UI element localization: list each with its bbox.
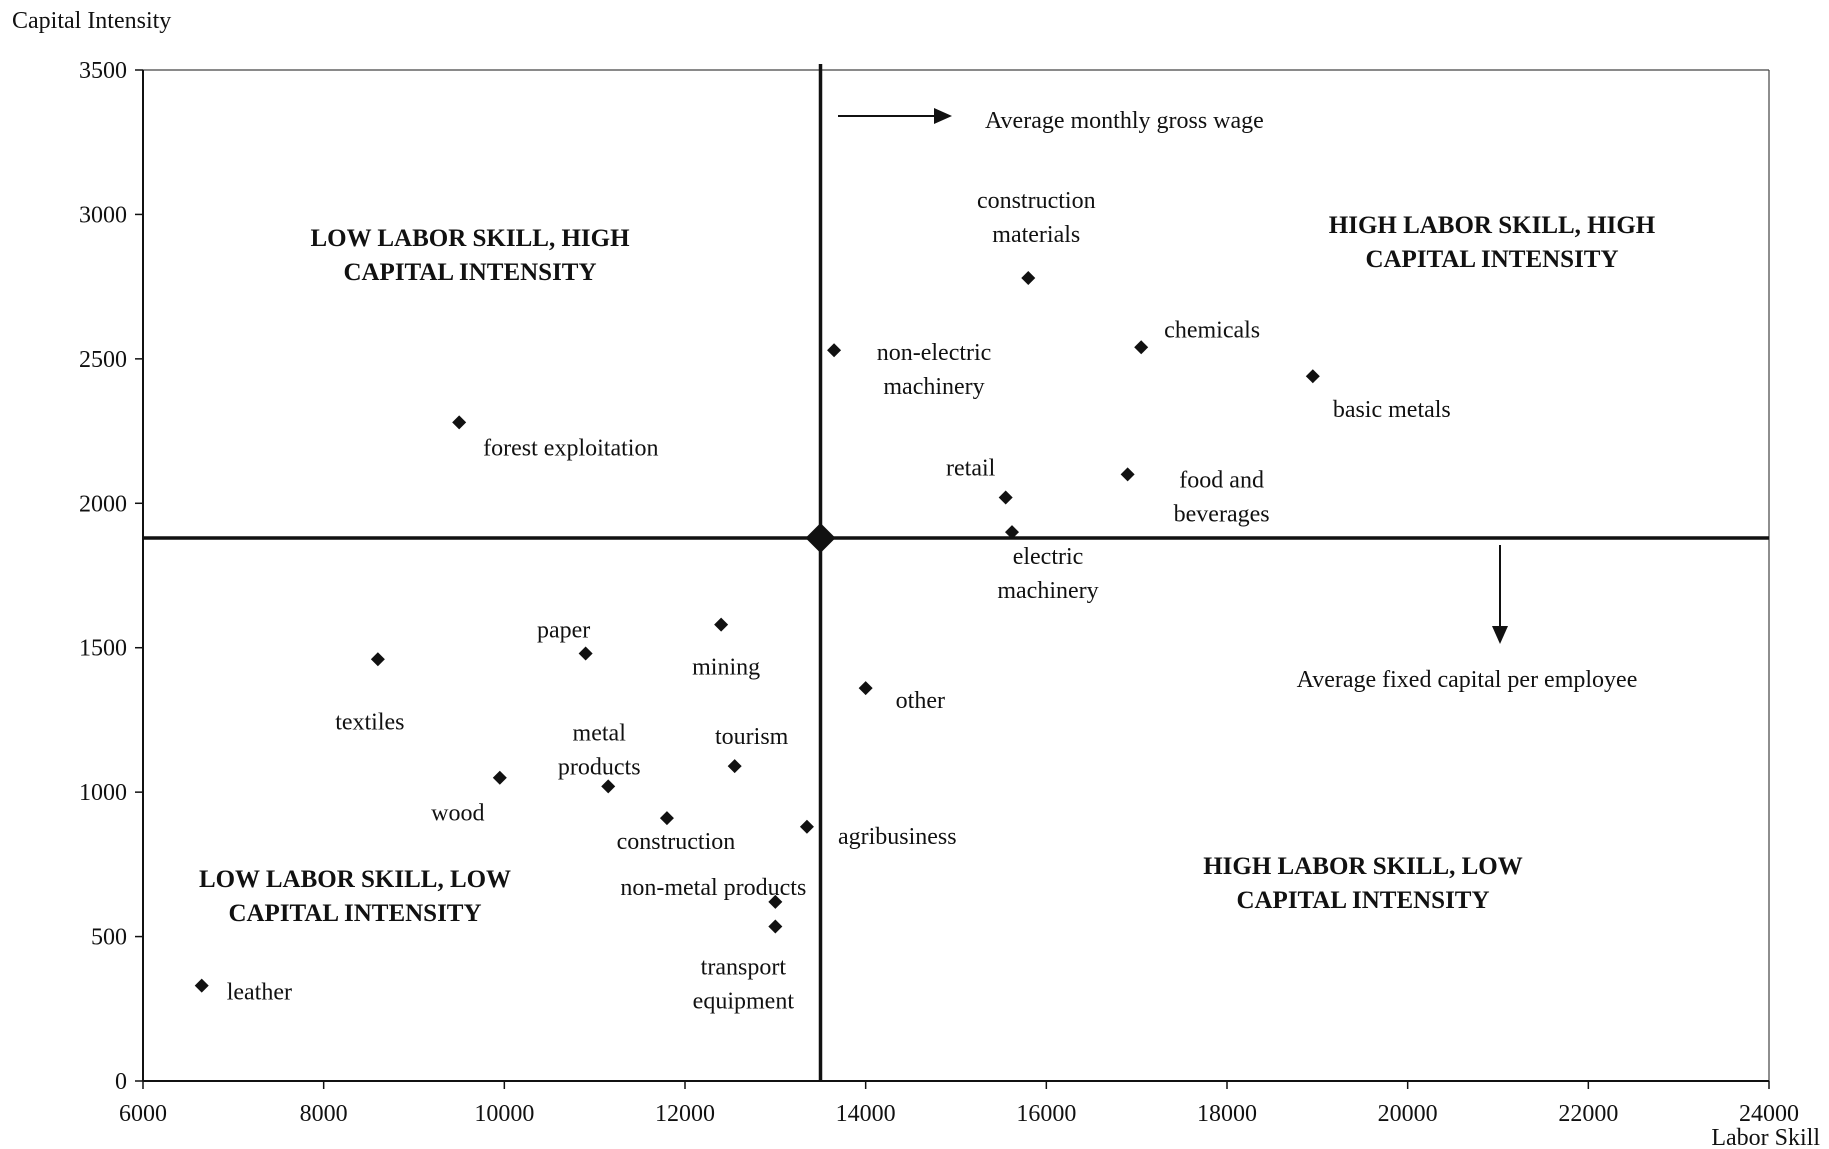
data-points: [194, 270, 1320, 993]
label-forest-exploitation: forest exploitation: [483, 435, 658, 461]
x-tick-label: 24000: [1739, 1101, 1799, 1127]
average-point-marker: [805, 522, 836, 553]
point-textiles: [370, 652, 385, 667]
y-tick-label: 2500: [79, 347, 127, 373]
point-agribusiness: [799, 819, 814, 834]
label-construction-materials: construction materials: [977, 188, 1096, 248]
y-tick-label: 3000: [79, 202, 127, 228]
label-textiles: textiles: [335, 709, 404, 735]
label-electric-machinery: electric machinery: [997, 544, 1098, 604]
point-electric-machinery: [1005, 525, 1020, 540]
quadrant-label-bottom-left: LOW LABOR SKILL, LOW CAPITAL INTENSITY: [199, 866, 511, 927]
label-construction: construction: [617, 829, 736, 855]
x-tick-label: 22000: [1558, 1101, 1618, 1127]
point-leather: [194, 978, 209, 993]
x-axis-annotation: Average monthly gross wage: [838, 108, 1264, 134]
x-tick-label: 18000: [1197, 1101, 1257, 1127]
point-wood: [492, 770, 507, 785]
x-tick-label: 14000: [836, 1101, 896, 1127]
point-basic-metals: [1305, 369, 1320, 384]
point-forest-exploitation: [452, 415, 467, 430]
point-food-and-beverages: [1120, 467, 1135, 482]
label-chemicals: chemicals: [1164, 317, 1260, 343]
point-non-electric-machinery: [827, 343, 842, 358]
label-other: other: [896, 688, 945, 714]
y-axis-annotation: Average fixed capital per employee: [1297, 545, 1638, 693]
label-agribusiness: agribusiness: [838, 824, 957, 850]
y-axis-title: Capital Intensity: [12, 8, 171, 34]
x-tick-label: 10000: [474, 1101, 534, 1127]
y-tick-label: 1500: [79, 636, 127, 662]
down-arrow-icon: [1492, 626, 1508, 644]
point-transport-equipment: [768, 919, 783, 934]
label-non-metal-products: non-metal products: [620, 875, 806, 901]
x-axis-title: Labor Skill: [1711, 1125, 1820, 1149]
y-tick-label: 1000: [79, 780, 127, 806]
point-construction-materials: [1021, 270, 1036, 285]
label-tourism: tourism: [715, 724, 789, 750]
point-labels: construction materials non-electric machine…: [227, 188, 1451, 1014]
point-metal-products: [601, 779, 616, 794]
y-tick-label: 2000: [79, 491, 127, 517]
label-metal-products: metal products: [558, 720, 641, 780]
label-paper: paper: [537, 617, 590, 643]
right-arrow-icon: [934, 108, 952, 124]
label-mining: mining: [692, 655, 760, 681]
point-retail: [998, 490, 1013, 505]
label-leather: leather: [227, 980, 292, 1006]
y-axis-annotation-text: Average fixed capital per employee: [1297, 667, 1638, 693]
x-tick-label: 8000: [300, 1101, 348, 1127]
point-other: [858, 681, 873, 696]
x-axis-annotation-text: Average monthly gross wage: [985, 108, 1264, 134]
label-retail: retail: [946, 456, 996, 482]
x-tick-label: 16000: [1016, 1101, 1076, 1127]
point-chemicals: [1134, 340, 1149, 355]
label-basic-metals: basic metals: [1333, 397, 1451, 423]
label-food-and-beverages: food and beverages: [1174, 467, 1270, 527]
axis-ticks: 0 500 1000 1500 2000 2500 3000 3500 6000 8000 1000…: [79, 58, 1799, 1127]
quadrant-labels: LOW LABOR SKILL, HIGH CAPITAL INTENSITY HI…: [199, 212, 1656, 927]
x-tick-label: 12000: [655, 1101, 715, 1127]
label-wood: wood: [431, 801, 484, 827]
point-mining: [714, 617, 729, 632]
y-tick-label: 0: [115, 1069, 127, 1095]
point-construction: [659, 811, 674, 826]
x-tick-label: 20000: [1378, 1101, 1438, 1127]
plot-frame: [142, 69, 1770, 1082]
quadrant-dividers: [143, 64, 1769, 1081]
quadrant-label-bottom-right: HIGH LABOR SKILL, LOW CAPITAL INTENSITY: [1203, 853, 1523, 914]
y-tick-label: 3500: [79, 58, 127, 84]
y-tick-label: 500: [91, 925, 127, 951]
quadrant-label-top-left: LOW LABOR SKILL, HIGH CAPITAL INTENSITY: [310, 225, 630, 286]
point-paper: [578, 646, 593, 661]
point-tourism: [727, 759, 742, 774]
label-non-electric-machinery: non-electric machinery: [877, 340, 992, 400]
quadrant-label-top-right: HIGH LABOR SKILL, HIGH CAPITAL INTENSITY: [1329, 212, 1656, 273]
label-transport-equipment: transport equipment: [693, 954, 795, 1014]
point-non-metal-products: [768, 894, 783, 909]
x-tick-label: 6000: [119, 1101, 167, 1127]
